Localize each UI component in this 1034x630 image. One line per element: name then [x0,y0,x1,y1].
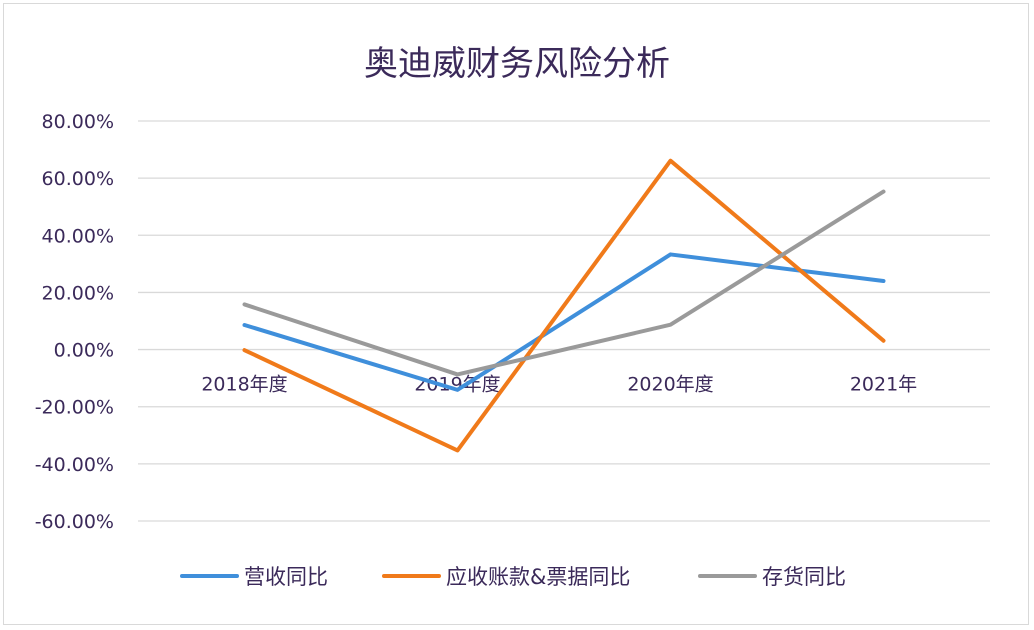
y-tick-label: -20.00% [35,397,114,419]
x-tick-label: 2021年 [850,374,917,396]
y-tick-label: 60.00% [42,168,114,190]
x-tick-label: 2018年度 [201,374,287,396]
y-tick-label: 40.00% [42,225,114,247]
y-tick-label: 20.00% [42,282,114,304]
x-tick-label: 2020年度 [627,374,713,396]
chart-frame [3,3,1029,625]
x-tick-label: 2019年度 [414,374,500,396]
y-tick-label: -40.00% [35,454,114,476]
y-tick-label: -60.00% [35,511,114,533]
series-line [242,158,886,453]
chart-title: 奥迪威财务风险分析 [364,44,670,84]
y-tick-label: 80.00% [42,111,114,133]
y-tick-label: 0.00% [54,340,114,362]
series-line [242,252,886,392]
series-line [242,189,886,377]
legend-label: 营收同比 [244,565,328,589]
legend-label: 存货同比 [762,565,846,589]
legend-label: 应收账款&票据同比 [446,565,630,589]
